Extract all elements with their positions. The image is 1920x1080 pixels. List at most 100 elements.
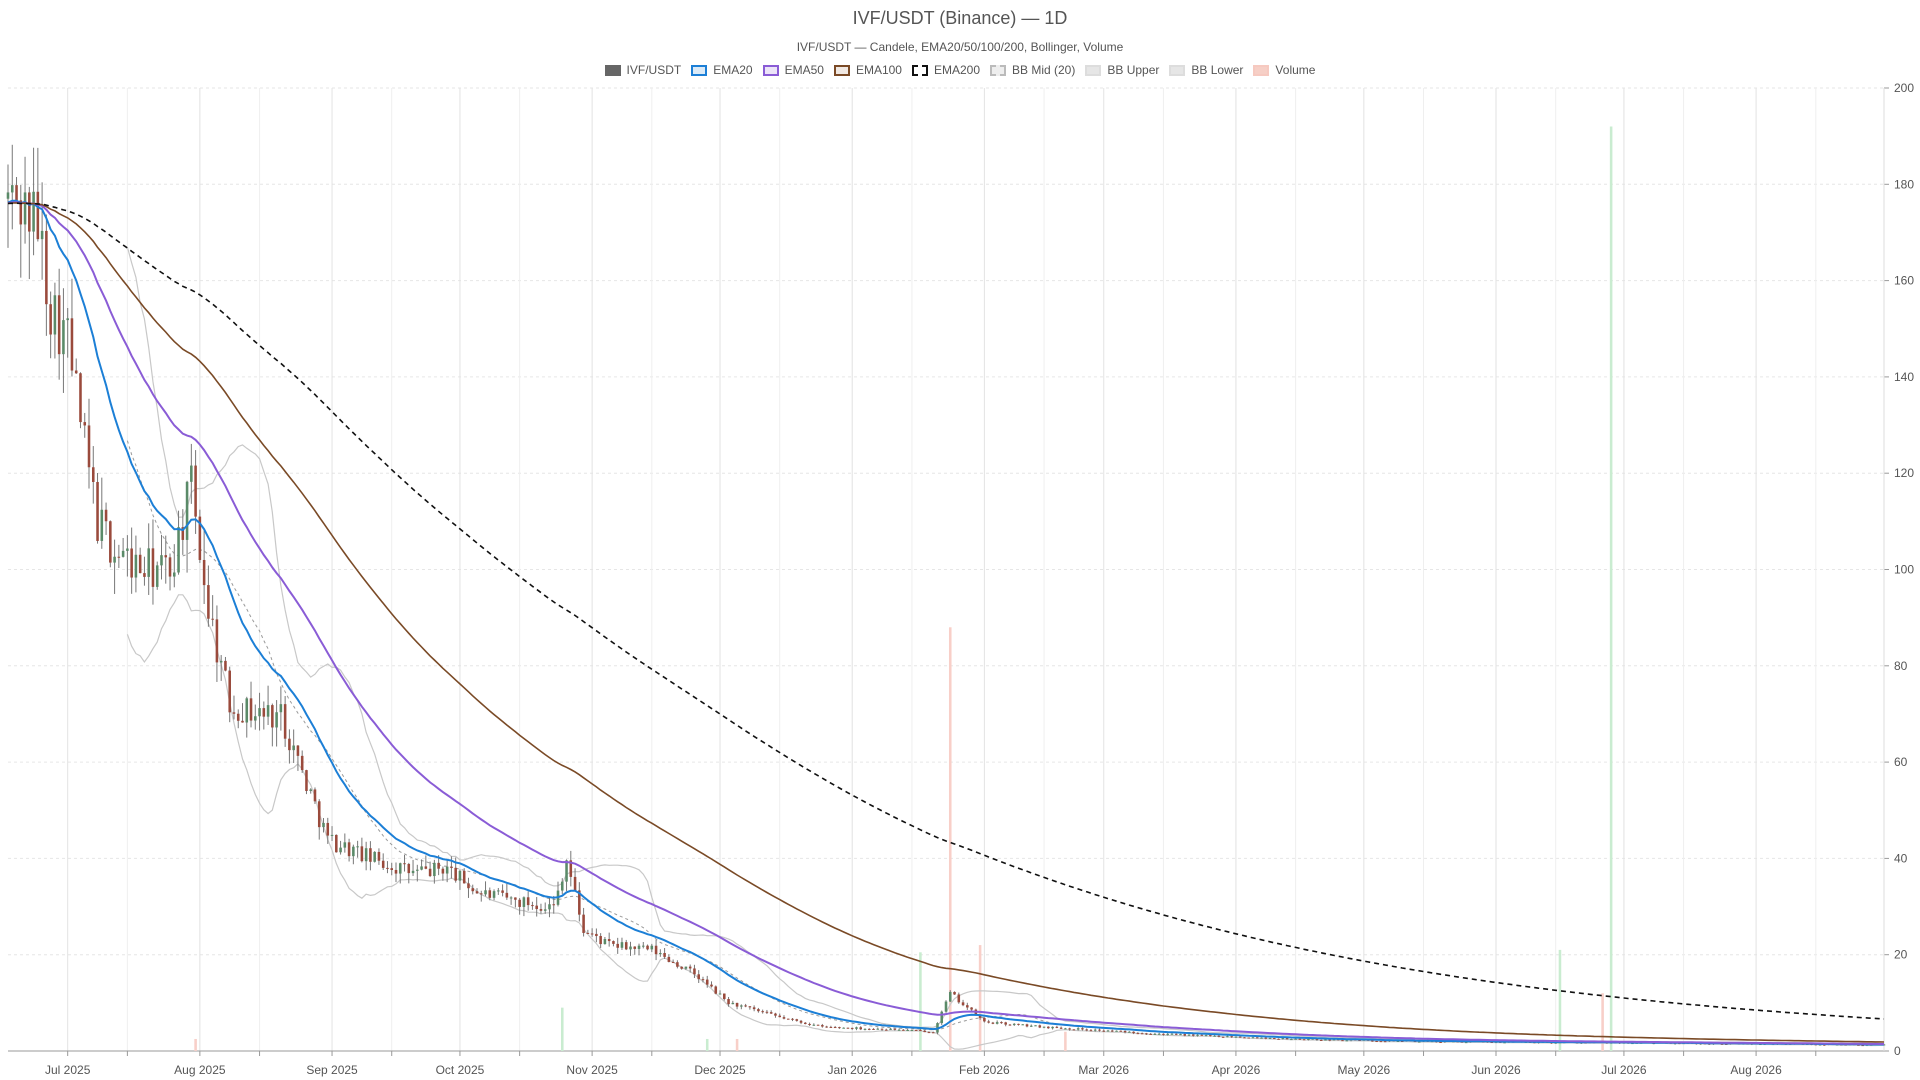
candle-body	[194, 465, 197, 517]
candle-body	[91, 467, 95, 482]
candle-body	[931, 1032, 935, 1034]
candle-body	[697, 974, 700, 980]
candle-body	[667, 956, 671, 962]
candle-body	[309, 789, 312, 791]
legend-item[interactable]: BB Upper	[1085, 63, 1159, 77]
candle-body	[940, 1011, 944, 1024]
legend-item[interactable]: BB Mid (20)	[990, 63, 1075, 77]
candle-body	[1072, 1029, 1076, 1031]
candle-body	[66, 318, 69, 321]
bb-mid-line	[126, 440, 1884, 1045]
candle-body	[1345, 1040, 1349, 1042]
candle-body	[1234, 1036, 1238, 1038]
bb-lower-line	[126, 594, 1884, 1050]
candle-body	[718, 993, 722, 995]
candle-body	[40, 230, 44, 240]
legend-item[interactable]: IVF/USDT	[604, 63, 681, 77]
legend-item[interactable]: BB Lower	[1169, 63, 1243, 77]
candle-body	[919, 1030, 922, 1032]
y-tick-label: 80	[1894, 659, 1908, 673]
candle-body	[15, 185, 18, 201]
candle-body	[266, 705, 270, 717]
candle-body	[859, 1027, 863, 1030]
candle-body	[902, 1029, 905, 1031]
legend-label: EMA50	[784, 63, 824, 77]
candle-body	[373, 851, 376, 862]
legend-item[interactable]: EMA200	[911, 63, 980, 77]
candle-body	[445, 866, 449, 874]
candle-body	[1068, 1028, 1071, 1030]
candle-body	[275, 712, 278, 728]
candle-body	[352, 846, 355, 857]
x-tick-label: Apr 2026	[1212, 1063, 1261, 1077]
y-tick-label: 160	[1894, 274, 1914, 288]
candle-body	[288, 738, 291, 751]
candle-body	[279, 704, 283, 713]
candle-body	[791, 1018, 794, 1020]
candle-body	[335, 834, 338, 853]
candle-body	[505, 892, 509, 898]
candle-body	[23, 192, 27, 225]
candle-body	[731, 1002, 735, 1005]
candle-body	[215, 619, 219, 663]
candle-body	[978, 1015, 982, 1018]
candle-body	[1051, 1026, 1054, 1029]
candle-body	[1490, 1041, 1494, 1043]
candle-body	[113, 556, 116, 563]
candle-body	[241, 720, 244, 723]
legend-item[interactable]: EMA100	[833, 63, 902, 77]
candle-body	[32, 191, 35, 232]
candle-body	[381, 860, 385, 868]
candle-body	[369, 848, 372, 862]
candle-body	[846, 1027, 850, 1029]
candle-body	[151, 548, 155, 587]
candle-body	[876, 1028, 880, 1030]
candle-body	[492, 891, 496, 898]
candle-body	[236, 713, 240, 721]
candle-body	[531, 905, 534, 907]
candle-body	[637, 945, 641, 949]
legend-item[interactable]: Volume	[1253, 63, 1315, 77]
candle-body	[676, 962, 679, 967]
candle-body	[1861, 1045, 1864, 1047]
legend-label: EMA20	[713, 63, 753, 77]
candle-body	[360, 846, 364, 862]
candle-body	[356, 846, 359, 848]
candle-body	[1243, 1037, 1246, 1039]
candle-body	[258, 708, 261, 717]
candle-body	[437, 862, 440, 869]
legend-item[interactable]: EMA20	[691, 63, 753, 77]
y-tick-label: 100	[1894, 563, 1914, 577]
candle-body	[1162, 1033, 1165, 1035]
candle-body	[799, 1020, 803, 1023]
candle-body	[774, 1013, 777, 1016]
candle-body	[377, 851, 381, 861]
candle-body	[1857, 1044, 1860, 1046]
candle-body	[1115, 1030, 1118, 1032]
candle-body	[821, 1025, 824, 1027]
legend-label: BB Mid (20)	[1012, 63, 1076, 77]
candle-body	[752, 1007, 756, 1010]
candle-body	[407, 864, 411, 874]
candle-body	[1255, 1037, 1259, 1039]
candle-body	[659, 953, 662, 955]
x-tick-label: Nov 2025	[566, 1063, 618, 1077]
x-tick-label: Mar 2026	[1078, 1063, 1129, 1077]
x-tick-label: Jan 2026	[828, 1063, 878, 1077]
x-tick-label: Aug 2025	[174, 1063, 226, 1077]
candle-body	[1136, 1033, 1140, 1035]
candle-body	[339, 847, 342, 853]
candle-body	[1264, 1037, 1268, 1039]
candle-body	[1417, 1041, 1421, 1043]
candle-body	[970, 1007, 973, 1010]
candle-body	[198, 516, 202, 560]
candle-body	[1119, 1030, 1123, 1032]
candle-body	[1247, 1037, 1250, 1039]
y-tick-label: 0	[1894, 1044, 1901, 1058]
candle-body	[565, 860, 568, 882]
candle-body	[1166, 1033, 1169, 1035]
candle-body	[880, 1028, 884, 1030]
legend-item[interactable]: EMA50	[762, 63, 824, 77]
candle-body	[100, 509, 104, 541]
candle-body	[684, 966, 688, 969]
